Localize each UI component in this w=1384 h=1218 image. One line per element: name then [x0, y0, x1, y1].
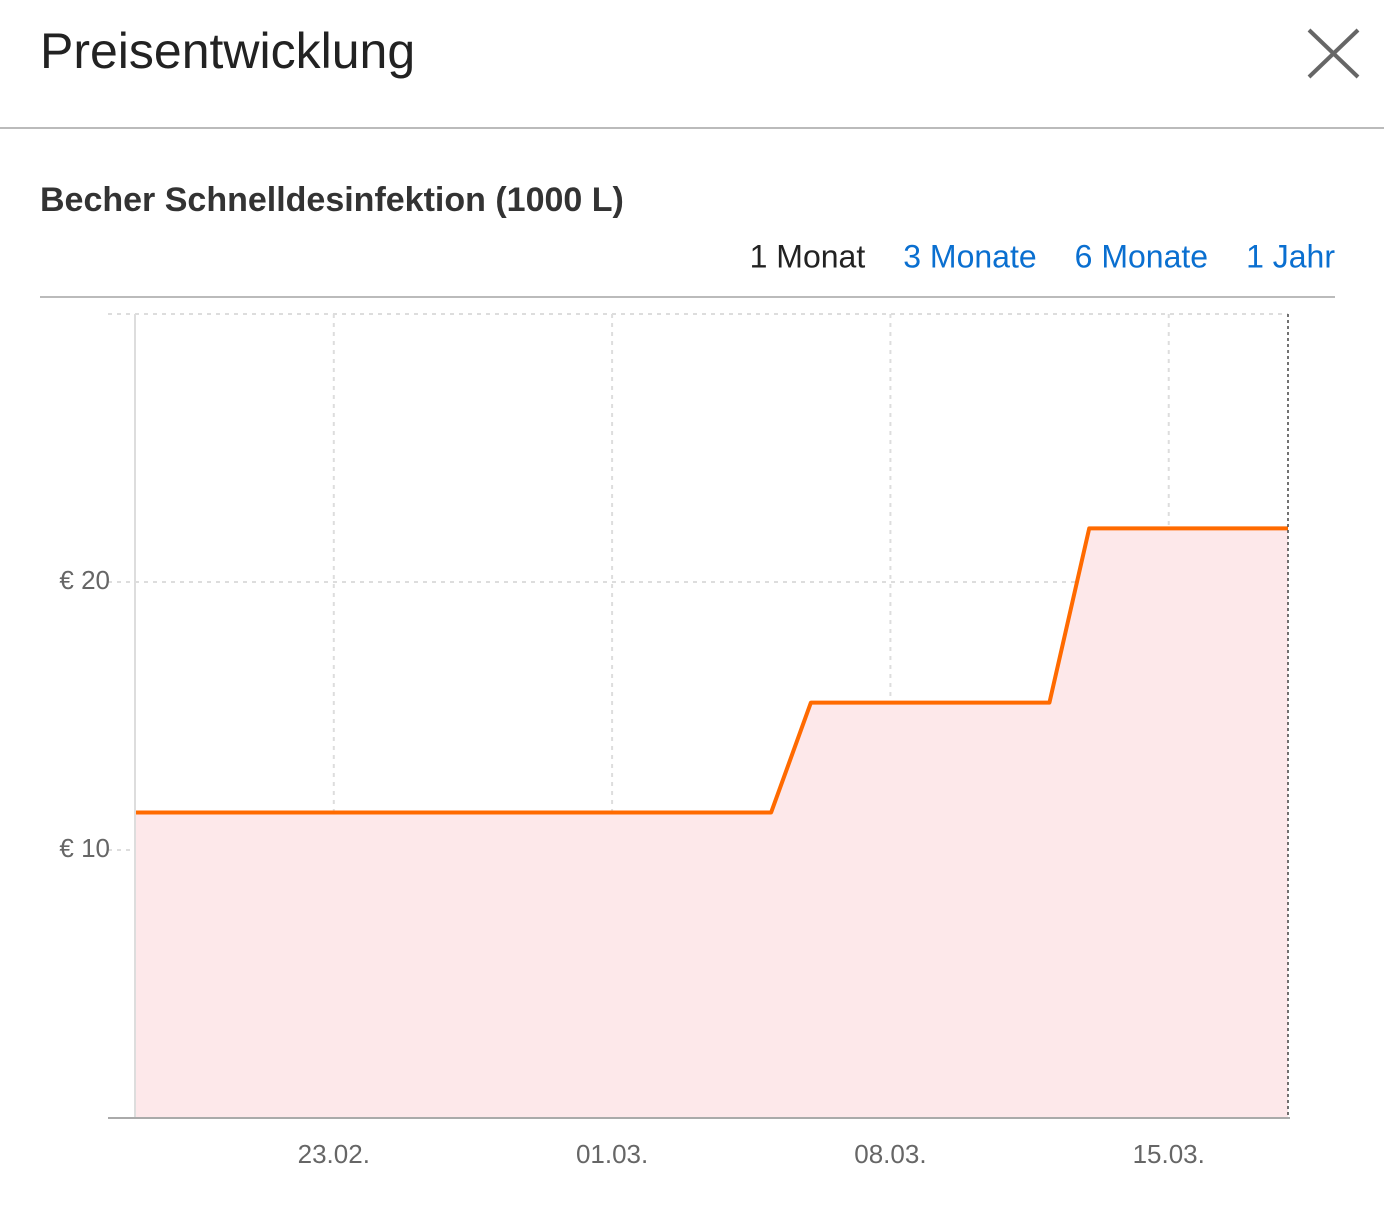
x-tick-label: 23.02. — [298, 1139, 370, 1169]
close-icon[interactable] — [1307, 28, 1360, 79]
x-tick-label: 15.03. — [1133, 1139, 1205, 1169]
close-button[interactable] — [1300, 22, 1366, 88]
product-name: Becher Schnelldesinfektion (1000 L) — [40, 181, 624, 219]
x-tick-label: 08.03. — [854, 1139, 926, 1169]
range-button: 1 Monat — [750, 238, 866, 274]
x-tick-label: 01.03. — [576, 1139, 648, 1169]
y-tick-label: € 20 — [59, 565, 110, 595]
dialog-title: Preisentwicklung — [40, 23, 415, 79]
range-button[interactable]: 3 Monate — [903, 238, 1036, 274]
line — [135, 526, 1288, 815]
y-tick-label: € 10 — [59, 833, 110, 863]
range-button[interactable]: 1 Jahr — [1246, 238, 1335, 274]
range-button[interactable]: 6 Monate — [1075, 238, 1208, 274]
area — [135, 528, 1288, 1118]
